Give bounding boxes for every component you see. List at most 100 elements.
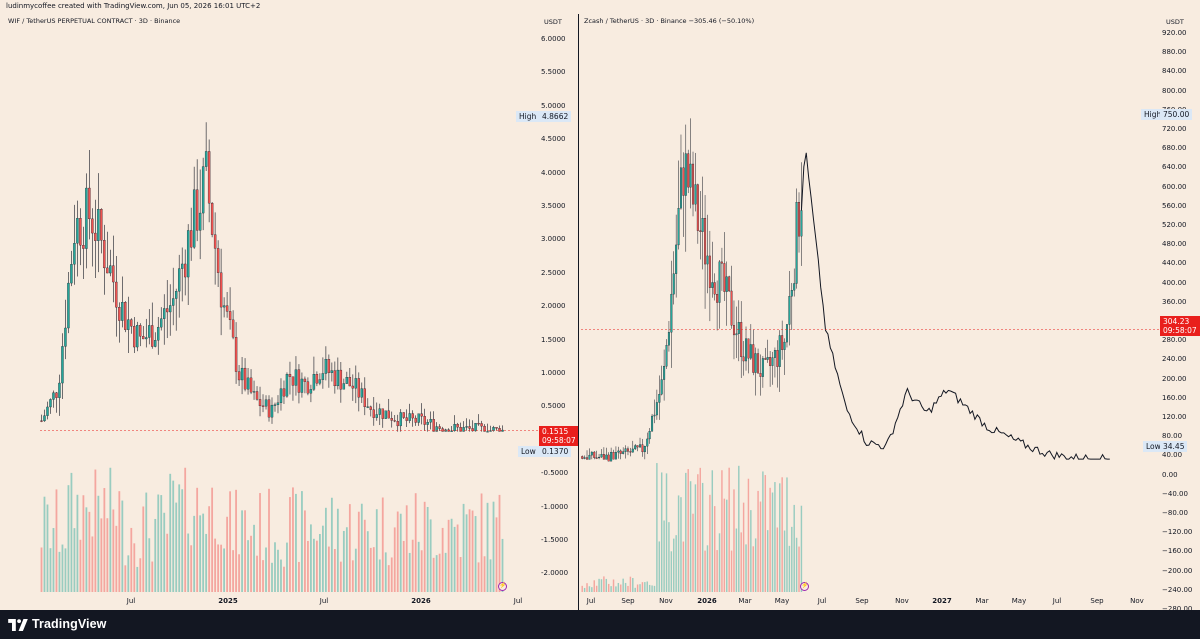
candle [653, 414, 656, 417]
right-price-line [800, 152, 1110, 461]
left-symbol-title[interactable]: WIF / TetherUS PERPETUAL CONTRACT · 3D ·… [8, 17, 181, 25]
candle [166, 308, 169, 313]
candle [651, 415, 654, 432]
volume-bar [595, 585, 598, 592]
candle [339, 369, 343, 390]
volume-bar [738, 465, 740, 592]
volume-bar [124, 565, 127, 592]
candle [711, 282, 714, 288]
lightning-event-icon[interactable]: ⚡ [498, 582, 507, 591]
volume-bar [79, 539, 82, 592]
volume-bar [745, 544, 747, 592]
volume-bar [202, 513, 205, 592]
volume-bar [390, 557, 393, 592]
volume-bar [762, 471, 764, 592]
volume-bar [175, 502, 178, 592]
candle [186, 230, 190, 278]
lightning-event-icon[interactable]: ⚡ [800, 582, 809, 591]
volume-bar [43, 496, 46, 592]
volume-bar [61, 544, 64, 592]
volume-bar [438, 553, 441, 592]
right_chart-x-tick: 2027 [932, 597, 952, 605]
candle [706, 255, 709, 265]
right_chart-y-tick: 600.00 [1162, 182, 1187, 191]
left-chart-canvas[interactable] [0, 14, 578, 610]
volume-bar [788, 545, 791, 592]
candle [740, 322, 743, 358]
volume-bar [55, 489, 58, 592]
candle [381, 408, 384, 419]
candle [345, 377, 349, 384]
volume-bar [324, 507, 327, 592]
volume-bar [58, 551, 61, 592]
right_chart-x-tick: Jul [1052, 597, 1062, 605]
volume-bar [779, 483, 781, 592]
right_chart-x-tick: 2026 [697, 597, 717, 605]
candle [595, 457, 598, 459]
volume-bar [310, 524, 312, 592]
candle [357, 378, 361, 398]
volume-bar [776, 527, 779, 592]
candle [689, 163, 692, 188]
volume-bar [711, 470, 714, 592]
candle [655, 402, 658, 416]
candle [471, 428, 474, 432]
volume-bar [641, 582, 644, 592]
right_chart-y-tick: −120.00 [1162, 528, 1193, 537]
candle [682, 167, 685, 196]
right_chart-y-tick: 280.00 [1162, 336, 1187, 345]
right_chart-x-tick: Sep [855, 597, 869, 605]
left_chart-y-tick: 5.0000 [541, 101, 566, 110]
volume-bar [229, 491, 231, 592]
tradingview-logo-icon[interactable] [8, 619, 28, 631]
candle [315, 374, 319, 384]
volume-bar [492, 501, 495, 592]
candle [276, 402, 280, 405]
left_chart-y-tick: 3.0000 [541, 235, 566, 244]
volume-bar [127, 555, 130, 592]
right-chart-canvas[interactable] [579, 14, 1200, 610]
candle [800, 210, 803, 237]
right-chart-pane[interactable]: Zcash / TetherUS · 3D · Binance −305.46 … [579, 14, 1200, 613]
left-chart-pane[interactable]: WIF / TetherUS PERPETUAL CONTRACT · 3D ·… [0, 14, 579, 610]
volume-bar [115, 525, 118, 592]
volume-bar [593, 580, 595, 592]
volume-bar [429, 519, 432, 592]
volume-bar [52, 528, 55, 592]
candle [420, 413, 423, 417]
volume-bar [336, 508, 339, 592]
right_chart-y-tick: 400.00 [1162, 278, 1187, 287]
volume-bar [682, 541, 685, 592]
candle [764, 358, 767, 360]
right-symbol-title[interactable]: Zcash / TetherUS · 3D · Binance −305.46 … [584, 17, 755, 25]
volume-bar [740, 532, 742, 592]
candle [354, 378, 358, 389]
volume-bar [411, 539, 414, 592]
candle [375, 414, 378, 418]
volume-bar [163, 512, 166, 592]
volume-bar [598, 578, 600, 592]
candle [684, 153, 687, 196]
brand-name[interactable]: TradingView [32, 617, 107, 631]
candle [749, 344, 752, 359]
candle [342, 383, 346, 390]
volume-bar [420, 550, 423, 592]
volume-bar [723, 498, 726, 592]
footer-bar: TradingView [0, 610, 1200, 639]
candle [100, 209, 103, 241]
volume-bar [665, 473, 668, 592]
left_chart-y-tick: 4.5000 [541, 135, 566, 144]
volume-bar [750, 510, 752, 592]
pane-divider[interactable] [578, 14, 579, 610]
candle [133, 326, 136, 348]
candle [64, 327, 67, 347]
candle [672, 273, 675, 295]
volume-bar [112, 509, 115, 592]
candle [399, 412, 402, 427]
candle [330, 370, 334, 373]
right_chart-y-tick: 880.00 [1162, 48, 1187, 57]
volume-bar [583, 587, 586, 592]
volume-bar [786, 477, 788, 592]
candle [76, 218, 79, 244]
